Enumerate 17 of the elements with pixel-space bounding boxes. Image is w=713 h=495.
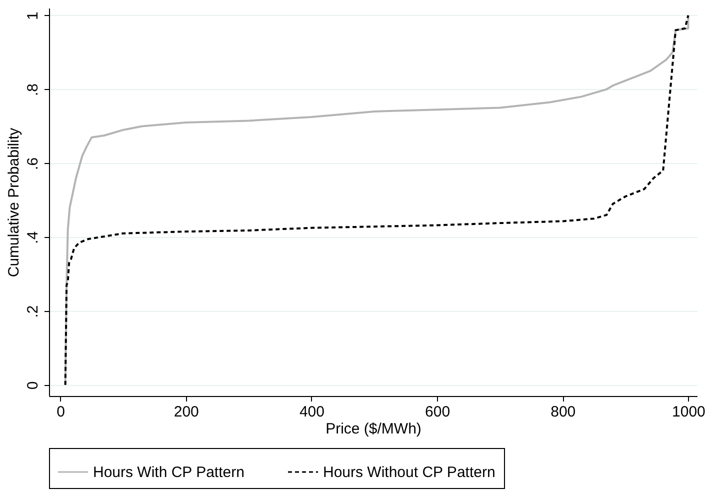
y-tick-label: .6 bbox=[24, 157, 42, 170]
y-tick-label: 1 bbox=[24, 12, 42, 20]
x-tick-label: 800 bbox=[550, 404, 576, 420]
y-tick-label: .4 bbox=[24, 231, 42, 244]
x-tick-label: 400 bbox=[299, 404, 324, 420]
line-series bbox=[64, 14, 690, 386]
y-tick-label: 0 bbox=[24, 381, 42, 390]
legend-label: Hours Without CP Pattern bbox=[323, 464, 496, 481]
x-tick-label: 200 bbox=[174, 404, 199, 420]
x-tick-label: 1000 bbox=[672, 404, 706, 420]
y-tick-label: .2 bbox=[24, 305, 42, 318]
x-tick-label: 0 bbox=[56, 404, 65, 420]
legend-label: Hours With CP Pattern bbox=[93, 464, 244, 481]
x-tick-label: 600 bbox=[425, 404, 450, 420]
y-tick-label: .8 bbox=[24, 84, 42, 96]
x-axis-title: Price ($/MWh) bbox=[326, 420, 422, 438]
y-axis-title: Cumulative Probability bbox=[6, 127, 22, 278]
